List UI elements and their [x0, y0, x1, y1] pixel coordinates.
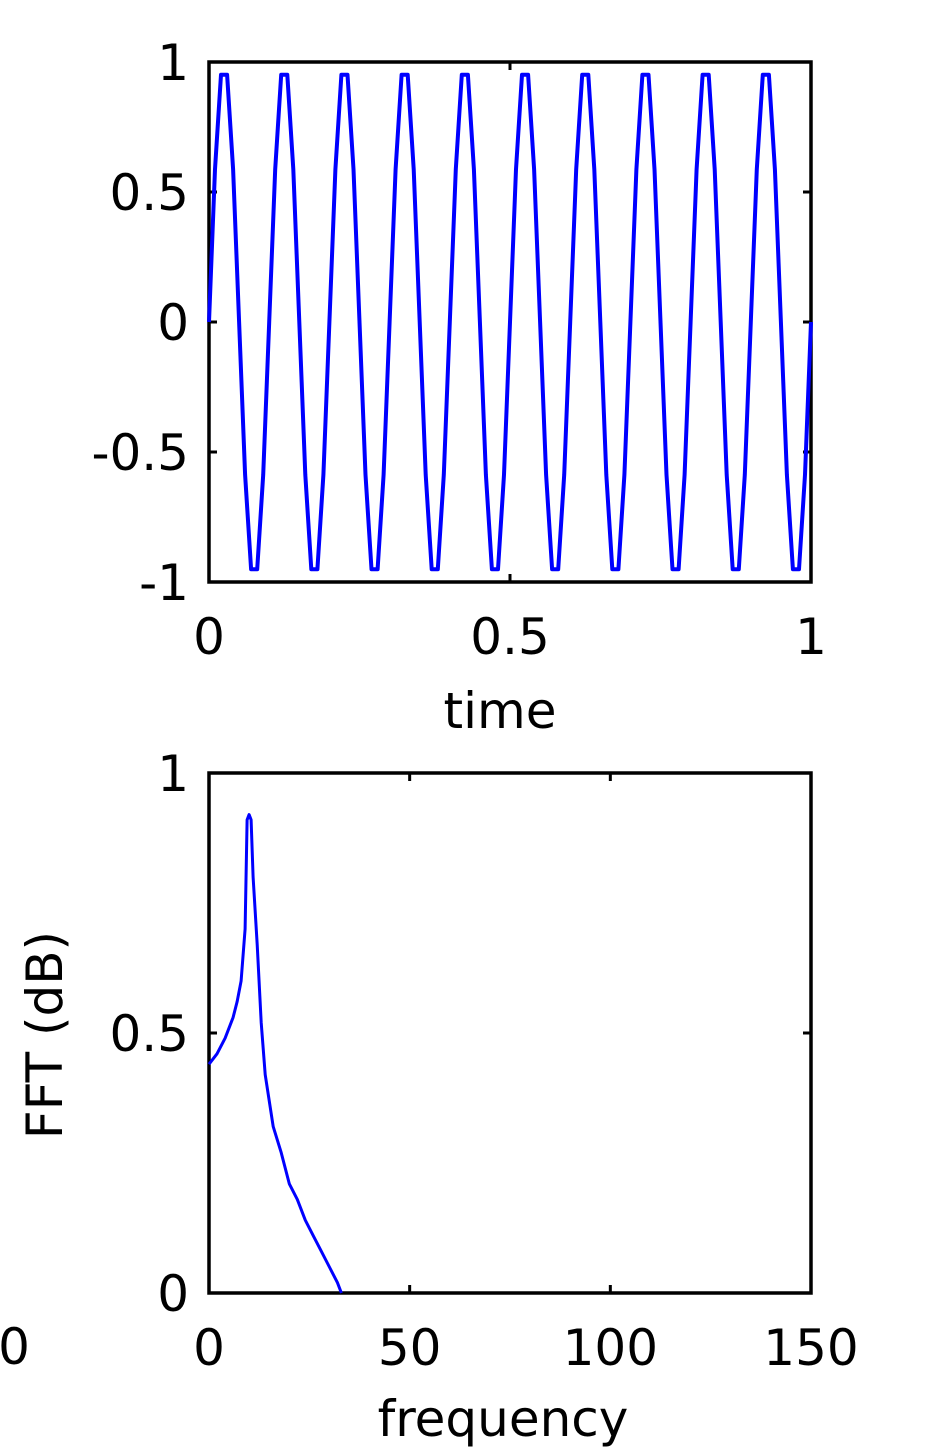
fft-plot-ytick-label: 1: [157, 745, 189, 803]
time-plot-xlabel: time: [444, 682, 557, 740]
time-plot-series: [207, 72, 813, 572]
time-plot-ytick-label: 1: [157, 34, 189, 92]
fft-plot: 0 50 100 150 0 0.5 1 frequency FFT (dB): [16, 745, 859, 1448]
fft-plot-ytick-label: 0.5: [109, 1005, 189, 1063]
fft-plot-xtick-label: 100: [563, 1319, 658, 1377]
fft-plot-xtick-label: 50: [378, 1319, 442, 1377]
time-plot-xtick-label: 1: [795, 608, 827, 666]
time-plot-xtick-label: 0.5: [470, 608, 550, 666]
fft-plot-xtick-label: 150: [763, 1319, 858, 1377]
fft-plot-ytick-label: 0: [157, 1265, 189, 1323]
time-plot-tick-labels: 0 0.5 1 -1 -0.5 0 0.5 1: [91, 34, 826, 666]
time-plot-series-line: [207, 72, 813, 572]
fft-plot-tick-labels: 0 50 100 150 0 0.5 1: [109, 745, 858, 1377]
fft-plot-xtick-label: 0: [193, 1319, 225, 1377]
time-plot-ytick-label: 0.5: [109, 164, 189, 222]
time-plot: 0 0.5 1 -1 -0.5 0 0.5 1 time: [91, 34, 826, 740]
fft-plot-xlabel: frequency: [378, 1390, 629, 1448]
fft-plot-ylabel: FFT (dB): [16, 931, 74, 1139]
time-plot-ytick-label: -1: [139, 554, 189, 612]
fft-plot-series: [207, 813, 343, 1294]
time-plot-xtick-label: 0: [193, 608, 225, 666]
time-plot-ytick-label: -0.5: [91, 424, 189, 482]
fft-plot-ticks: [207, 771, 813, 1295]
time-plot-ytick-label: 0: [157, 294, 189, 352]
fft-plot-series-line: [207, 813, 343, 1294]
fft-plot-frame: [207, 771, 813, 1295]
stray-tick-label: 0: [0, 1318, 30, 1376]
